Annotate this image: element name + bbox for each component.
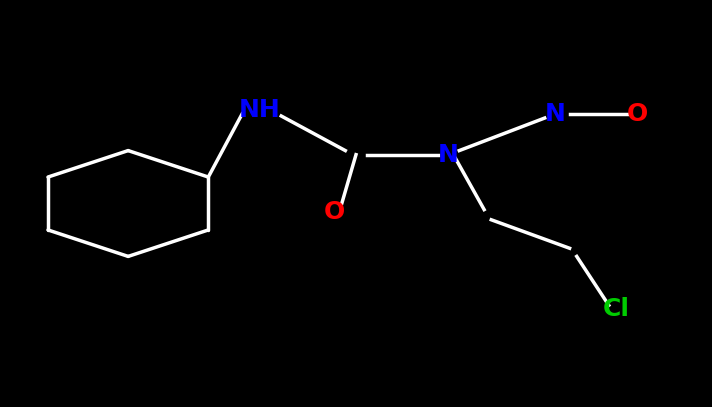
Text: NH: NH <box>239 98 281 122</box>
Text: Cl: Cl <box>602 298 629 321</box>
Text: O: O <box>627 102 648 126</box>
Text: O: O <box>324 200 345 223</box>
Text: N: N <box>438 143 459 166</box>
Text: N: N <box>545 102 566 126</box>
